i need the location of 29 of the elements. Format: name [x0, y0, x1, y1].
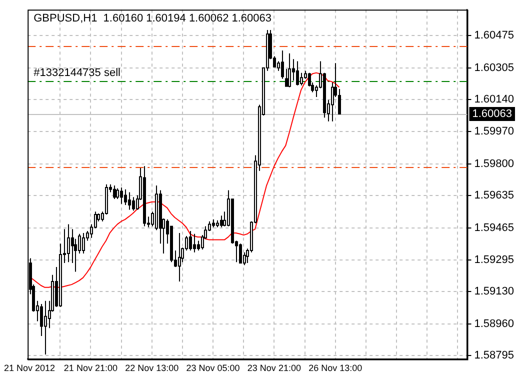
ref-line-label: #1332144735 sell [34, 66, 120, 79]
candlestick [143, 166, 146, 227]
y-tick-label: 1.60475 [474, 30, 514, 42]
x-tick-label: 23 Nov 21:00 [247, 363, 301, 374]
x-tick-label: 26 Nov 13:00 [308, 363, 362, 374]
y-tick-label: 1.58795 [474, 349, 514, 362]
candlestick [285, 68, 288, 87]
x-tick-label: 21 Nov 21:00 [64, 363, 118, 374]
y-tick-label: 1.59635 [474, 189, 514, 202]
y-tick-label: 1.59970 [474, 126, 514, 138]
candlestick [281, 50, 284, 80]
candlestick [189, 230, 192, 251]
y-tick-label: 1.59465 [474, 222, 514, 234]
candlestick [128, 192, 131, 210]
x-tick-label: 22 Nov 13:00 [125, 363, 179, 374]
y-tick-label: 1.59295 [474, 254, 514, 266]
x-tick-label: 21 Nov 2012 [4, 363, 56, 374]
chart-title: GBPUSD,H1 1.60160 1.60194 1.60062 1.60063 [34, 12, 272, 25]
x-tick-label: 23 Nov 05:00 [186, 363, 240, 374]
candlestick [40, 303, 43, 336]
y-tick-label: 1.60305 [474, 62, 514, 74]
y-tick-label: 1.60140 [474, 93, 514, 106]
candlestick [120, 186, 123, 204]
candlestick [193, 233, 196, 253]
y-tick-label: 1.59130 [474, 286, 514, 298]
y-tick-label: 1.59800 [474, 158, 514, 170]
candlestick [296, 60, 299, 86]
y-tick-label: 1.58960 [474, 318, 514, 330]
ref-line-label: 1.60063 [472, 108, 512, 120]
